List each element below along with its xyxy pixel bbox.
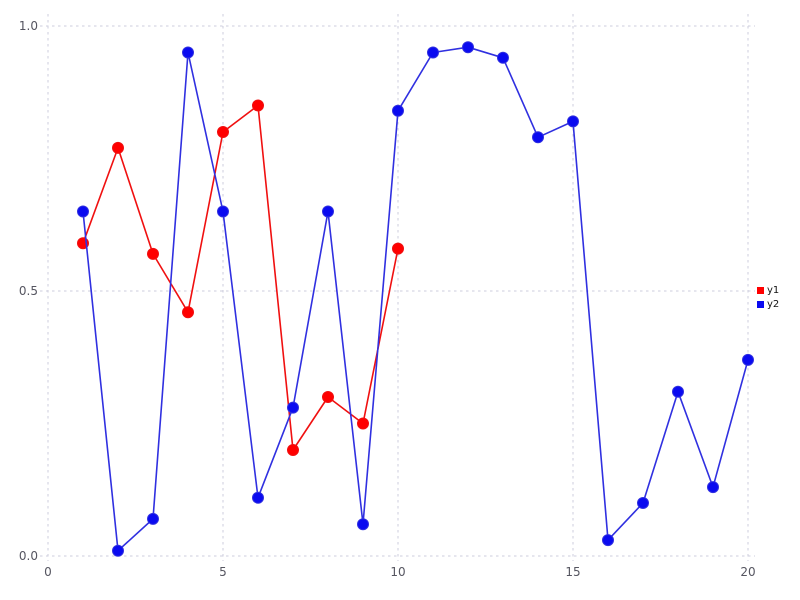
data-point-y1 <box>217 126 229 138</box>
data-point-y2 <box>217 205 229 218</box>
data-point-y2 <box>252 491 264 504</box>
chart-legend: y1 y2 <box>757 284 779 311</box>
data-point-y2 <box>532 131 544 144</box>
data-point-y2 <box>287 401 299 414</box>
legend-item-y2: y2 <box>757 298 779 311</box>
x-tick-label: 20 <box>740 565 755 579</box>
data-point-y2 <box>707 481 719 494</box>
x-tick-label: 5 <box>219 565 227 579</box>
data-point-y2 <box>357 518 369 531</box>
data-point-y2 <box>147 512 159 525</box>
data-point-y2 <box>567 115 579 128</box>
data-point-y2 <box>77 205 89 218</box>
legend-swatch-y2-icon <box>757 301 764 308</box>
data-point-y1 <box>182 306 194 319</box>
x-tick-label: 0 <box>44 565 52 579</box>
data-point-y2 <box>182 46 194 59</box>
y-tick-label: 1.0 <box>19 19 38 33</box>
data-point-y1 <box>112 141 124 154</box>
data-point-y2 <box>112 544 124 557</box>
data-point-y2 <box>497 51 509 64</box>
data-point-y2 <box>392 104 404 117</box>
data-point-y2 <box>672 385 684 398</box>
data-point-y2 <box>462 41 474 54</box>
data-point-y2 <box>637 497 649 509</box>
x-tick-label: 10 <box>390 565 405 579</box>
data-point-y2 <box>602 534 614 547</box>
data-point-y1 <box>392 242 404 255</box>
legend-item-y1: y1 <box>757 284 779 297</box>
legend-label-y1: y1 <box>767 285 780 296</box>
data-point-y1 <box>357 417 369 430</box>
y-tick-label: 0.0 <box>19 549 38 563</box>
data-point-y1 <box>147 247 159 260</box>
data-point-y1 <box>287 444 299 456</box>
series-line-y2 <box>82 46 749 552</box>
data-point-y2 <box>322 205 334 218</box>
data-point-y1 <box>252 99 264 112</box>
legend-label-y2: y2 <box>767 299 780 310</box>
legend-swatch-y1-icon <box>757 287 764 294</box>
series-line-y1 <box>82 104 399 451</box>
x-tick-label: 15 <box>565 565 580 579</box>
y-tick-label: 0.5 <box>19 284 38 298</box>
data-point-y2 <box>742 353 754 366</box>
data-point-y1 <box>322 391 334 403</box>
data-point-y2 <box>427 46 439 59</box>
